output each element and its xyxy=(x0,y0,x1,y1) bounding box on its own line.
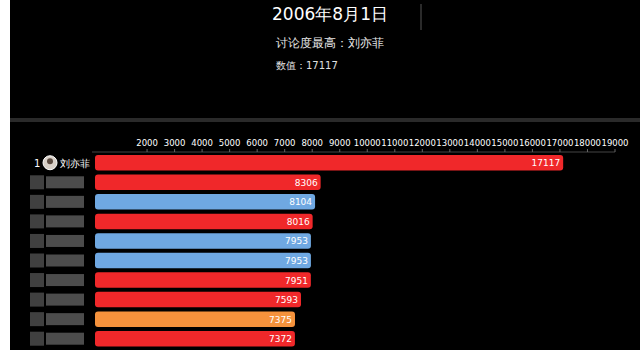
blurred-label xyxy=(46,294,84,306)
blurred-rank xyxy=(30,234,44,248)
blurred-label xyxy=(46,176,84,188)
x-tick xyxy=(229,149,230,152)
data-label: 7375 xyxy=(269,315,292,325)
x-tick-label: 2000 xyxy=(136,138,158,148)
blurred-rank xyxy=(30,332,44,346)
bar xyxy=(95,175,321,191)
subtitle: 讨论度最高：刘亦菲 xyxy=(276,36,384,50)
x-tick xyxy=(532,149,533,152)
plot-panel xyxy=(10,122,640,350)
header-panel xyxy=(10,0,640,118)
blurred-rank xyxy=(30,175,44,189)
blurred-rank xyxy=(30,254,44,268)
x-tick-label: 15000 xyxy=(491,138,518,148)
data-label: 7953 xyxy=(285,236,308,246)
x-tick-label: 10000 xyxy=(354,138,381,148)
x-tick-label: 11000 xyxy=(381,138,408,148)
bar xyxy=(95,233,311,249)
x-tick-label: 3000 xyxy=(164,138,186,148)
x-tick-label: 12000 xyxy=(409,138,436,148)
x-tick xyxy=(449,149,450,152)
blurred-label xyxy=(46,255,84,267)
x-axis-line xyxy=(92,152,615,153)
blurred-label xyxy=(46,215,84,227)
bar xyxy=(95,292,301,308)
avatar xyxy=(43,156,57,170)
x-tick xyxy=(504,149,505,152)
x-tick-label: 7000 xyxy=(274,138,296,148)
x-tick xyxy=(202,149,203,152)
x-tick xyxy=(559,149,560,152)
blurred-label xyxy=(46,333,84,345)
bar xyxy=(95,155,563,171)
x-tick xyxy=(257,149,258,152)
separator xyxy=(10,118,640,122)
x-tick xyxy=(312,149,313,152)
x-tick xyxy=(477,149,478,152)
blurred-rank xyxy=(30,312,44,326)
bar xyxy=(95,214,313,230)
bar xyxy=(95,331,295,347)
data-label: 7953 xyxy=(285,256,308,266)
x-tick-label: 18000 xyxy=(574,138,601,148)
x-tick xyxy=(147,149,148,152)
x-tick-label: 17000 xyxy=(546,138,573,148)
data-label: 17117 xyxy=(532,158,561,168)
chart: 2006年8月1日讨论度最高：刘亦菲数值：17117 2000 3000 4000 50… xyxy=(0,0,640,357)
x-tick xyxy=(615,149,616,152)
x-tick xyxy=(339,149,340,152)
data-label: 7593 xyxy=(275,295,298,305)
annotation: 数值：17117 xyxy=(276,60,338,71)
data-label: 8306 xyxy=(295,178,318,188)
bar xyxy=(95,311,295,327)
data-label: 8016 xyxy=(287,217,310,227)
x-tick xyxy=(174,149,175,152)
labels: 17117 1 刘亦菲 8306 8104 8016 7953 7953 7951 7593 737… xyxy=(30,156,560,346)
bar xyxy=(95,253,311,269)
blurred-label xyxy=(46,196,84,208)
bars xyxy=(95,155,563,346)
blurred-label xyxy=(46,313,84,325)
rank: 1 xyxy=(34,158,40,169)
title: 2006年8月1日 xyxy=(272,4,388,24)
x-tick-label: 5000 xyxy=(219,138,241,148)
blurred-label xyxy=(46,235,84,247)
x-tick xyxy=(367,149,368,152)
x-tick-label: 16000 xyxy=(519,138,546,148)
x-tick xyxy=(394,149,395,152)
bar xyxy=(95,194,315,210)
data-label: 7372 xyxy=(269,334,292,344)
x-tick-label: 6000 xyxy=(246,138,268,148)
blurred-rank xyxy=(30,214,44,228)
x-tick-label: 8000 xyxy=(301,138,323,148)
data-label: 7951 xyxy=(285,276,308,286)
blurred-rank xyxy=(30,195,44,209)
x-tick-label: 19000 xyxy=(601,138,628,148)
bar xyxy=(95,272,311,288)
x-tick-label: 13000 xyxy=(436,138,463,148)
x-tick-label: 14000 xyxy=(464,138,491,148)
divider xyxy=(421,4,422,30)
x-tick xyxy=(284,149,285,152)
x-tick-label: 4000 xyxy=(191,138,213,148)
data-label: 8104 xyxy=(289,197,312,207)
x-tick-label: 9000 xyxy=(329,138,351,148)
x-tick xyxy=(587,149,588,152)
root: 2006年8月1日讨论度最高：刘亦菲数值：17117 2000 3000 4000 50… xyxy=(0,0,640,357)
avatar-face xyxy=(47,158,53,164)
blurred-label xyxy=(46,274,84,286)
blurred-rank xyxy=(30,293,44,307)
category-label: 刘亦菲 xyxy=(60,158,90,169)
x-tick xyxy=(422,149,423,152)
blurred-rank xyxy=(30,273,44,287)
